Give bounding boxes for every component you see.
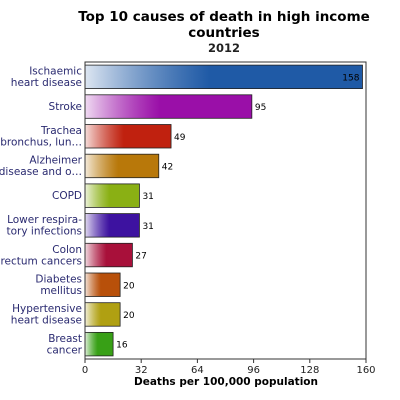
bar-4 bbox=[84, 183, 140, 208]
bar-2 bbox=[84, 124, 172, 149]
value-label-1: 95 bbox=[255, 103, 266, 113]
x-tick-label-1: 32 bbox=[135, 365, 148, 376]
bars-layer bbox=[84, 64, 363, 357]
bar-8 bbox=[84, 302, 121, 327]
bar-3 bbox=[84, 153, 160, 179]
category-label-8: Hypertensive heart disease bbox=[11, 303, 82, 327]
value-label-6: 27 bbox=[135, 252, 146, 262]
bar-6 bbox=[84, 242, 133, 268]
value-label-8: 20 bbox=[123, 311, 135, 321]
category-label-9: Breast cancer bbox=[47, 333, 83, 357]
category-label-1: Stroke bbox=[49, 101, 82, 113]
category-label-4: COPD bbox=[52, 190, 82, 202]
x-tick-label-5: 160 bbox=[356, 365, 375, 376]
value-label-9: 16 bbox=[116, 341, 128, 351]
bar-0 bbox=[84, 64, 363, 89]
chart-title-line-1: Top 10 causes of death in high income bbox=[78, 9, 370, 25]
bar-5 bbox=[84, 213, 140, 238]
bar-9 bbox=[84, 331, 114, 357]
category-labels: 158 Ischaemic heart disease 95 Stroke 49 Trach… bbox=[0, 66, 360, 357]
category-label-0: Ischaemic heart disease bbox=[11, 66, 82, 90]
value-label-4: 31 bbox=[142, 192, 153, 202]
value-label-0: 158 bbox=[342, 73, 359, 83]
bar-7 bbox=[84, 272, 121, 297]
category-label-7: Diabetes mellitus bbox=[35, 274, 82, 298]
x-tick-label-4: 128 bbox=[300, 365, 319, 376]
value-label-2: 49 bbox=[174, 133, 186, 143]
value-label-7: 20 bbox=[123, 281, 135, 291]
category-label-3: Alzheimer disease and o… bbox=[0, 155, 83, 179]
category-label-2: Trachea bronchus, lun… bbox=[0, 125, 82, 149]
value-label-5: 31 bbox=[142, 222, 153, 232]
category-label-6: Colon rectum cancers bbox=[0, 244, 82, 267]
x-axis-title: Deaths per 100,000 population bbox=[134, 376, 318, 388]
category-label-5: Lower respira-tory infections bbox=[7, 214, 83, 238]
bar-1 bbox=[84, 94, 253, 119]
x-tick-label-3: 96 bbox=[247, 365, 260, 376]
value-label-3: 42 bbox=[162, 162, 173, 172]
plot-frame bbox=[84, 61, 367, 360]
x-axis-ticks: 0 32 64 96 128 160 bbox=[82, 359, 376, 376]
chart-title-line-2: countries bbox=[188, 25, 259, 41]
chart-subtitle: 2012 bbox=[208, 41, 240, 55]
x-tick-label-2: 64 bbox=[191, 365, 204, 376]
x-tick-label-0: 0 bbox=[82, 365, 88, 376]
